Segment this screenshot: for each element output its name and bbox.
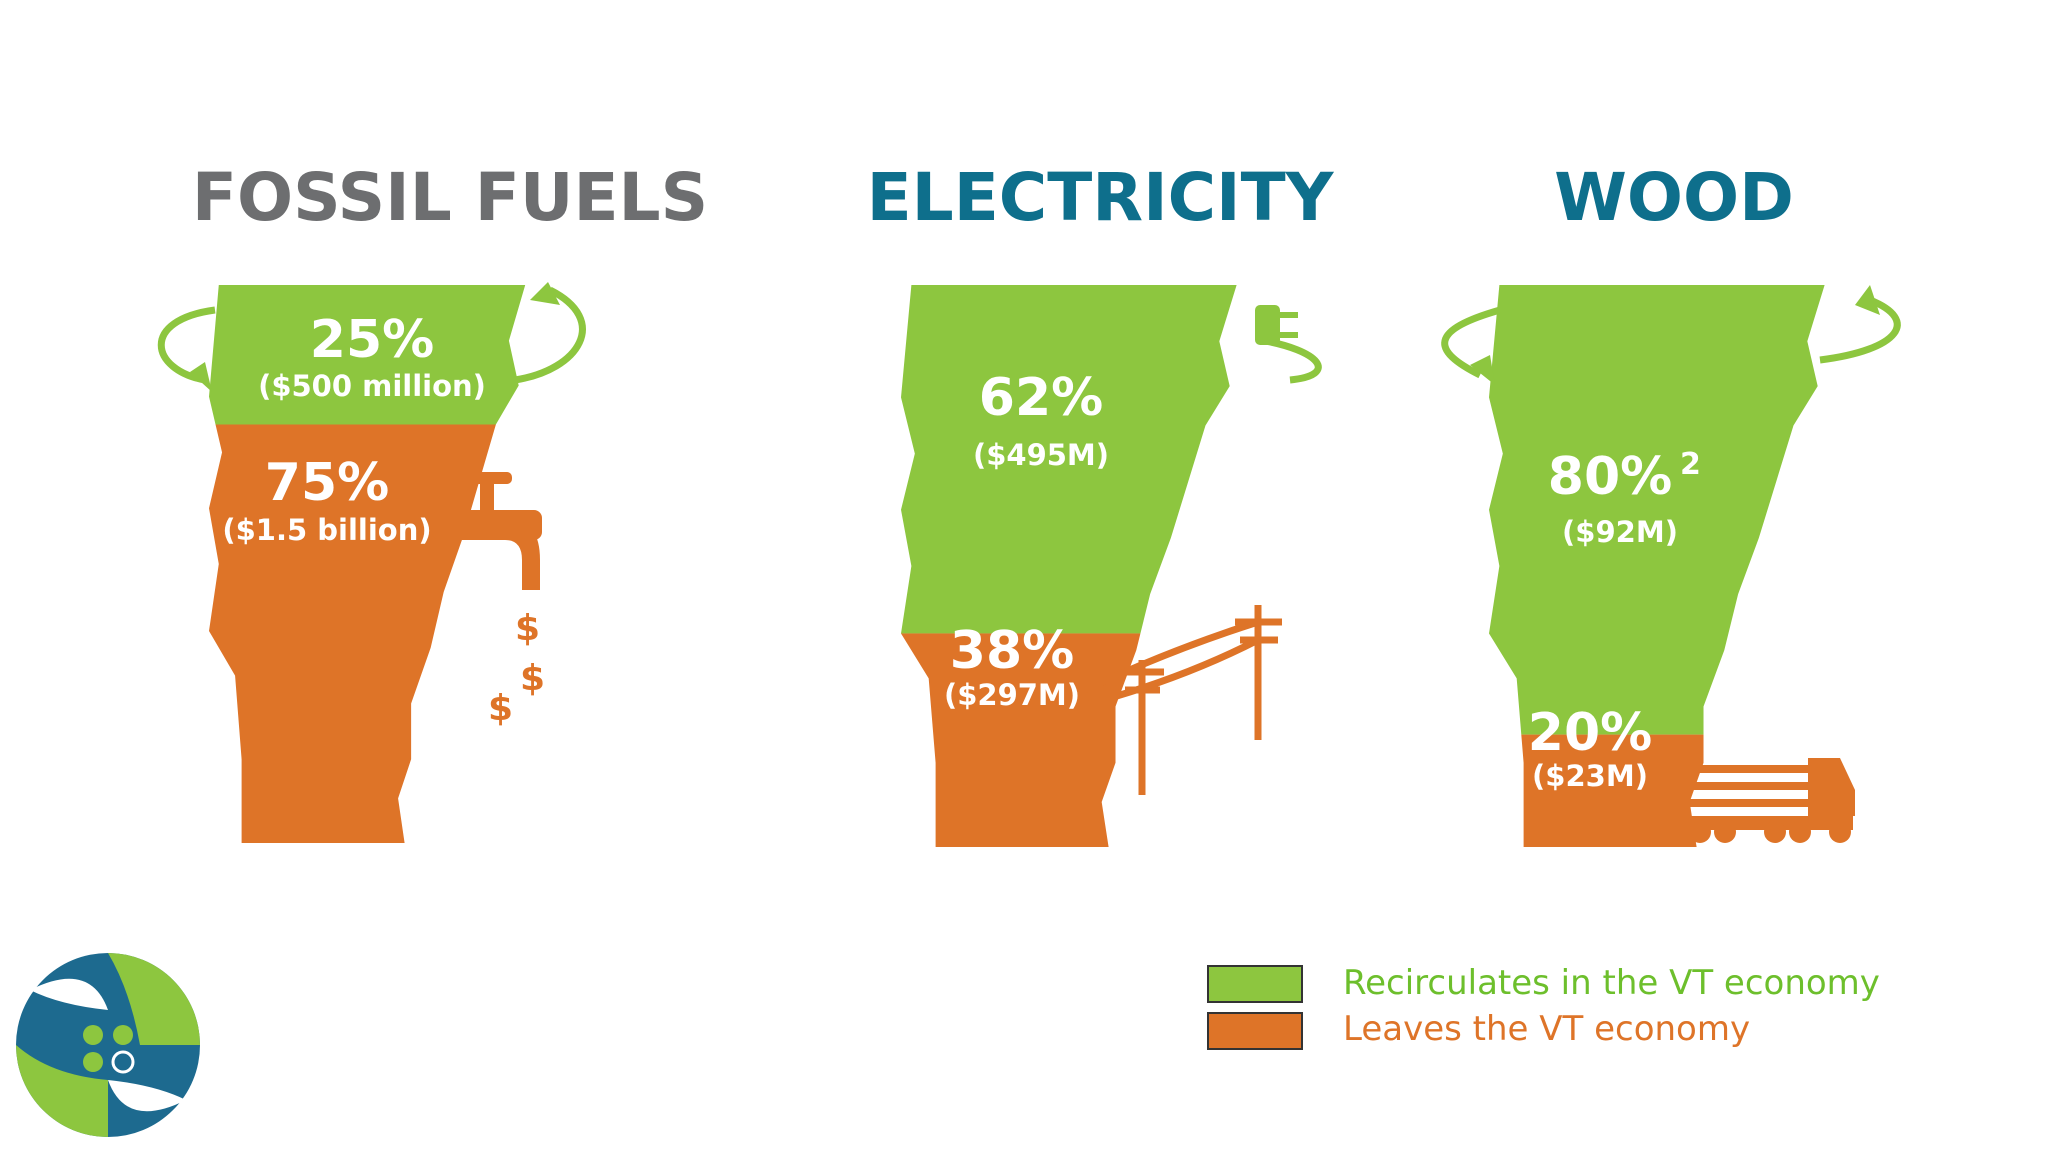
recirculate-arrows (157, 286, 1901, 384)
arrow-heads (190, 282, 1880, 392)
leaves-amount: ($23M) (1532, 759, 1648, 793)
stays-percent: 25% (310, 310, 434, 370)
footnote: 2 (1680, 447, 1701, 482)
power-lines (1083, 605, 1282, 795)
panel-title: FOSSIL FUELS (192, 159, 708, 236)
logo (16, 953, 200, 1137)
stays-area (1489, 285, 1825, 735)
leaves-percent: 75% (265, 453, 389, 513)
svg-text:$: $ (520, 658, 545, 699)
stays-area (209, 285, 526, 425)
log-truck (1683, 758, 1855, 843)
stays-percent: 62% (979, 368, 1103, 428)
faucet: $$$ (432, 472, 545, 729)
leaves-percent: 38% (950, 621, 1074, 681)
leaves-amount: ($297M) (944, 678, 1080, 712)
svg-text:$: $ (515, 608, 540, 649)
svg-text:$: $ (488, 688, 513, 729)
legend-label: Leaves the VT economy (1343, 1009, 1750, 1049)
legend-label: Recirculates in the VT economy (1343, 963, 1880, 1003)
leaves-percent: 20% (1528, 703, 1652, 763)
stays-amount: ($92M) (1562, 515, 1678, 549)
stays-amount: ($500 million) (258, 369, 486, 403)
stays-amount: ($495M) (973, 438, 1109, 472)
stays-percent: 80% (1548, 447, 1672, 507)
legend-swatch (1207, 1012, 1303, 1050)
legend-swatch (1207, 965, 1303, 1003)
panel-title: ELECTRICITY (867, 159, 1335, 236)
leaves-amount: ($1.5 billion) (222, 513, 431, 547)
panel-title: WOOD (1554, 159, 1794, 236)
